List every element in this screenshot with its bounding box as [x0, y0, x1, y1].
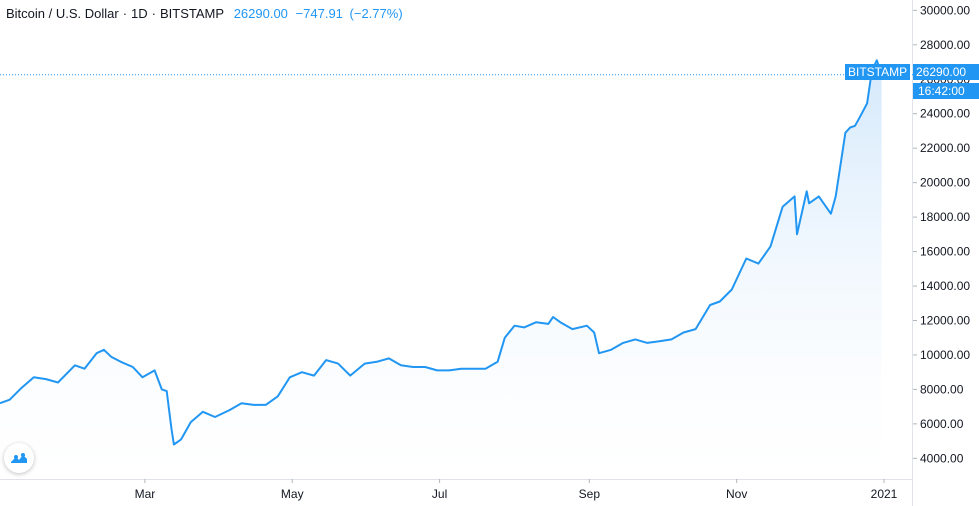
- price-tick-label: 10000.00: [920, 348, 970, 362]
- price-tick-label: 30000.00: [920, 3, 970, 17]
- exchange-price-tag: BITSTAMP: [845, 64, 911, 80]
- price-tick-label: 24000.00: [920, 107, 970, 121]
- tradingview-logo-glyph: [11, 453, 27, 463]
- time-tick-label: Mar: [135, 487, 156, 501]
- price-area-fill: [0, 60, 882, 480]
- exchange-label: BITSTAMP: [160, 6, 225, 21]
- price-tick-label: 12000.00: [920, 313, 970, 327]
- price-tick-label: 28000.00: [920, 38, 970, 52]
- price-change-value: −747.91: [295, 6, 343, 21]
- interval-label[interactable]: 1D: [131, 6, 148, 21]
- time-tick-label: 2021: [871, 487, 898, 501]
- price-change-percent: (−2.77%): [349, 6, 403, 21]
- price-tick-label: 8000.00: [920, 382, 964, 396]
- time-tick-label: Nov: [726, 487, 747, 501]
- price-tick-label: 14000.00: [920, 279, 970, 293]
- tradingview-logo-icon[interactable]: [4, 443, 34, 473]
- price-tick-label: 4000.00: [920, 451, 964, 465]
- time-axis[interactable]: Mar May Jul Sep Nov 2021: [135, 479, 898, 501]
- last-price-value: 26290.00: [233, 6, 288, 21]
- time-tick-label: Sep: [579, 487, 601, 501]
- legend-separator: ·: [151, 6, 157, 21]
- time-tick-label: Jul: [432, 487, 447, 501]
- legend-separator: ·: [122, 6, 128, 21]
- plot-area[interactable]: [0, 59, 883, 480]
- price-tick-label: 20000.00: [920, 176, 970, 190]
- price-tick-label: 16000.00: [920, 245, 970, 259]
- price-tick-label: 22000.00: [920, 141, 970, 155]
- symbol-name[interactable]: Bitcoin / U.S. Dollar: [6, 6, 119, 21]
- countdown-tag: 16:42:00: [913, 83, 979, 99]
- time-tick-label: May: [281, 487, 304, 501]
- symbol-legend: Bitcoin / U.S. Dollar · 1D · BITSTAMP 26290.…: [6, 6, 403, 21]
- last-price-tag: 26290.00: [913, 64, 979, 80]
- price-tick-label: 6000.00: [920, 417, 964, 431]
- price-series-line[interactable]: [0, 59, 883, 446]
- price-tick-label: 18000.00: [920, 210, 970, 224]
